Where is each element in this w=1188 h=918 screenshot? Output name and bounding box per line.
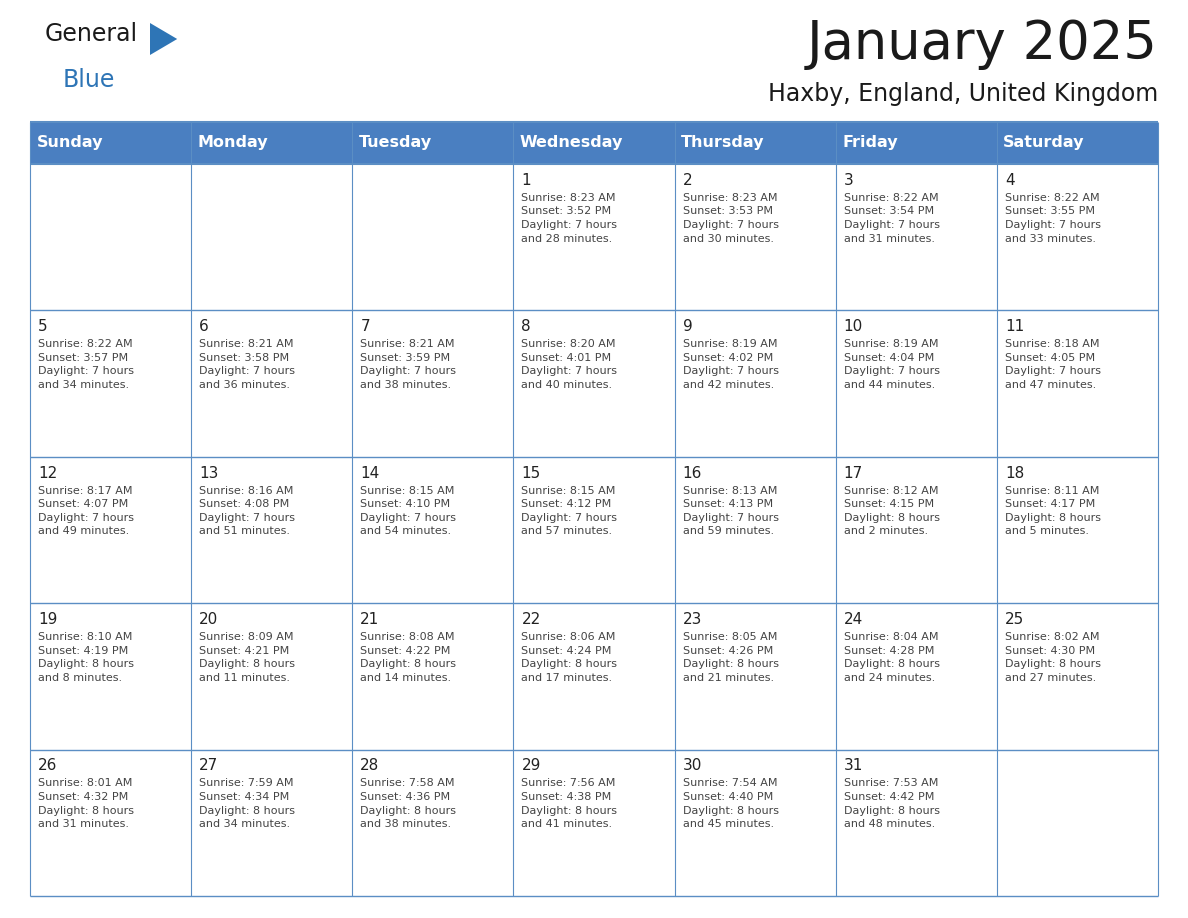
Text: Sunrise: 8:02 AM
Sunset: 4:30 PM
Daylight: 8 hours
and 27 minutes.: Sunrise: 8:02 AM Sunset: 4:30 PM Dayligh… [1005,632,1101,683]
Text: Sunrise: 8:15 AM
Sunset: 4:10 PM
Daylight: 7 hours
and 54 minutes.: Sunrise: 8:15 AM Sunset: 4:10 PM Dayligh… [360,486,456,536]
Text: 14: 14 [360,465,380,481]
Text: Haxby, England, United Kingdom: Haxby, England, United Kingdom [767,82,1158,106]
Text: 27: 27 [200,758,219,773]
Text: Sunrise: 8:09 AM
Sunset: 4:21 PM
Daylight: 8 hours
and 11 minutes.: Sunrise: 8:09 AM Sunset: 4:21 PM Dayligh… [200,632,295,683]
Text: 16: 16 [683,465,702,481]
Text: 7: 7 [360,319,369,334]
Text: Thursday: Thursday [681,136,765,151]
Text: Sunrise: 8:21 AM
Sunset: 3:58 PM
Daylight: 7 hours
and 36 minutes.: Sunrise: 8:21 AM Sunset: 3:58 PM Dayligh… [200,339,295,390]
Text: 4: 4 [1005,173,1015,188]
Text: Sunrise: 8:19 AM
Sunset: 4:04 PM
Daylight: 7 hours
and 44 minutes.: Sunrise: 8:19 AM Sunset: 4:04 PM Dayligh… [843,339,940,390]
Text: Sunrise: 8:22 AM
Sunset: 3:55 PM
Daylight: 7 hours
and 33 minutes.: Sunrise: 8:22 AM Sunset: 3:55 PM Dayligh… [1005,193,1101,243]
Text: 24: 24 [843,612,862,627]
Text: 19: 19 [38,612,57,627]
Text: 1: 1 [522,173,531,188]
Bar [30,603,1158,750]
Bar [30,750,1158,896]
Bar [30,164,1158,310]
Text: Friday: Friday [842,136,898,151]
Text: Sunrise: 8:19 AM
Sunset: 4:02 PM
Daylight: 7 hours
and 42 minutes.: Sunrise: 8:19 AM Sunset: 4:02 PM Dayligh… [683,339,778,390]
Polygon shape [150,23,177,55]
Text: Sunrise: 8:11 AM
Sunset: 4:17 PM
Daylight: 8 hours
and 5 minutes.: Sunrise: 8:11 AM Sunset: 4:17 PM Dayligh… [1005,486,1101,536]
Text: Sunrise: 8:13 AM
Sunset: 4:13 PM
Daylight: 7 hours
and 59 minutes.: Sunrise: 8:13 AM Sunset: 4:13 PM Dayligh… [683,486,778,536]
Text: 26: 26 [38,758,57,773]
Text: 28: 28 [360,758,380,773]
Text: Sunrise: 7:53 AM
Sunset: 4:42 PM
Daylight: 8 hours
and 48 minutes.: Sunrise: 7:53 AM Sunset: 4:42 PM Dayligh… [843,778,940,829]
Text: 12: 12 [38,465,57,481]
Text: Sunrise: 8:20 AM
Sunset: 4:01 PM
Daylight: 7 hours
and 40 minutes.: Sunrise: 8:20 AM Sunset: 4:01 PM Dayligh… [522,339,618,390]
Text: Sunrise: 8:12 AM
Sunset: 4:15 PM
Daylight: 8 hours
and 2 minutes.: Sunrise: 8:12 AM Sunset: 4:15 PM Dayligh… [843,486,940,536]
Text: Tuesday: Tuesday [359,136,432,151]
Text: 31: 31 [843,758,864,773]
Text: Sunrise: 8:10 AM
Sunset: 4:19 PM
Daylight: 8 hours
and 8 minutes.: Sunrise: 8:10 AM Sunset: 4:19 PM Dayligh… [38,632,134,683]
Text: 20: 20 [200,612,219,627]
Text: 13: 13 [200,465,219,481]
Text: Sunrise: 8:16 AM
Sunset: 4:08 PM
Daylight: 7 hours
and 51 minutes.: Sunrise: 8:16 AM Sunset: 4:08 PM Dayligh… [200,486,295,536]
Text: 10: 10 [843,319,862,334]
Text: Sunrise: 8:22 AM
Sunset: 3:54 PM
Daylight: 7 hours
and 31 minutes.: Sunrise: 8:22 AM Sunset: 3:54 PM Dayligh… [843,193,940,243]
Text: Sunrise: 8:04 AM
Sunset: 4:28 PM
Daylight: 8 hours
and 24 minutes.: Sunrise: 8:04 AM Sunset: 4:28 PM Dayligh… [843,632,940,683]
Text: 18: 18 [1005,465,1024,481]
Text: 11: 11 [1005,319,1024,334]
Text: 21: 21 [360,612,380,627]
Text: Sunrise: 8:23 AM
Sunset: 3:52 PM
Daylight: 7 hours
and 28 minutes.: Sunrise: 8:23 AM Sunset: 3:52 PM Dayligh… [522,193,618,243]
Text: Sunrise: 8:15 AM
Sunset: 4:12 PM
Daylight: 7 hours
and 57 minutes.: Sunrise: 8:15 AM Sunset: 4:12 PM Dayligh… [522,486,618,536]
Text: Sunrise: 7:56 AM
Sunset: 4:38 PM
Daylight: 8 hours
and 41 minutes.: Sunrise: 7:56 AM Sunset: 4:38 PM Dayligh… [522,778,618,829]
Text: Blue: Blue [63,68,115,92]
Text: General: General [45,22,138,46]
Text: Sunrise: 8:17 AM
Sunset: 4:07 PM
Daylight: 7 hours
and 49 minutes.: Sunrise: 8:17 AM Sunset: 4:07 PM Dayligh… [38,486,134,536]
Text: 25: 25 [1005,612,1024,627]
Text: January 2025: January 2025 [807,18,1158,70]
Text: 2: 2 [683,173,693,188]
Text: Saturday: Saturday [1004,136,1085,151]
Text: 5: 5 [38,319,48,334]
Text: 29: 29 [522,758,541,773]
Text: 8: 8 [522,319,531,334]
Bar [30,310,1158,457]
Text: 30: 30 [683,758,702,773]
Text: Sunrise: 8:05 AM
Sunset: 4:26 PM
Daylight: 8 hours
and 21 minutes.: Sunrise: 8:05 AM Sunset: 4:26 PM Dayligh… [683,632,778,683]
Text: Sunday: Sunday [37,136,103,151]
Text: Sunrise: 8:23 AM
Sunset: 3:53 PM
Daylight: 7 hours
and 30 minutes.: Sunrise: 8:23 AM Sunset: 3:53 PM Dayligh… [683,193,778,243]
Text: 17: 17 [843,465,862,481]
Text: 9: 9 [683,319,693,334]
Text: Sunrise: 8:18 AM
Sunset: 4:05 PM
Daylight: 7 hours
and 47 minutes.: Sunrise: 8:18 AM Sunset: 4:05 PM Dayligh… [1005,339,1101,390]
Text: Sunrise: 8:22 AM
Sunset: 3:57 PM
Daylight: 7 hours
and 34 minutes.: Sunrise: 8:22 AM Sunset: 3:57 PM Dayligh… [38,339,134,390]
Text: 23: 23 [683,612,702,627]
Text: Wednesday: Wednesday [520,136,624,151]
Text: Sunrise: 7:58 AM
Sunset: 4:36 PM
Daylight: 8 hours
and 38 minutes.: Sunrise: 7:58 AM Sunset: 4:36 PM Dayligh… [360,778,456,829]
Text: 3: 3 [843,173,853,188]
Text: Sunrise: 7:54 AM
Sunset: 4:40 PM
Daylight: 8 hours
and 45 minutes.: Sunrise: 7:54 AM Sunset: 4:40 PM Dayligh… [683,778,778,829]
Text: Monday: Monday [197,136,268,151]
Text: Sunrise: 8:08 AM
Sunset: 4:22 PM
Daylight: 8 hours
and 14 minutes.: Sunrise: 8:08 AM Sunset: 4:22 PM Dayligh… [360,632,456,683]
Text: 22: 22 [522,612,541,627]
Text: Sunrise: 8:01 AM
Sunset: 4:32 PM
Daylight: 8 hours
and 31 minutes.: Sunrise: 8:01 AM Sunset: 4:32 PM Dayligh… [38,778,134,829]
Text: Sunrise: 7:59 AM
Sunset: 4:34 PM
Daylight: 8 hours
and 34 minutes.: Sunrise: 7:59 AM Sunset: 4:34 PM Dayligh… [200,778,295,829]
Text: 15: 15 [522,465,541,481]
Bar [30,457,1158,603]
Text: Sunrise: 8:06 AM
Sunset: 4:24 PM
Daylight: 8 hours
and 17 minutes.: Sunrise: 8:06 AM Sunset: 4:24 PM Dayligh… [522,632,618,683]
Text: Sunrise: 8:21 AM
Sunset: 3:59 PM
Daylight: 7 hours
and 38 minutes.: Sunrise: 8:21 AM Sunset: 3:59 PM Dayligh… [360,339,456,390]
Text: 6: 6 [200,319,209,334]
Bar [30,122,1158,164]
